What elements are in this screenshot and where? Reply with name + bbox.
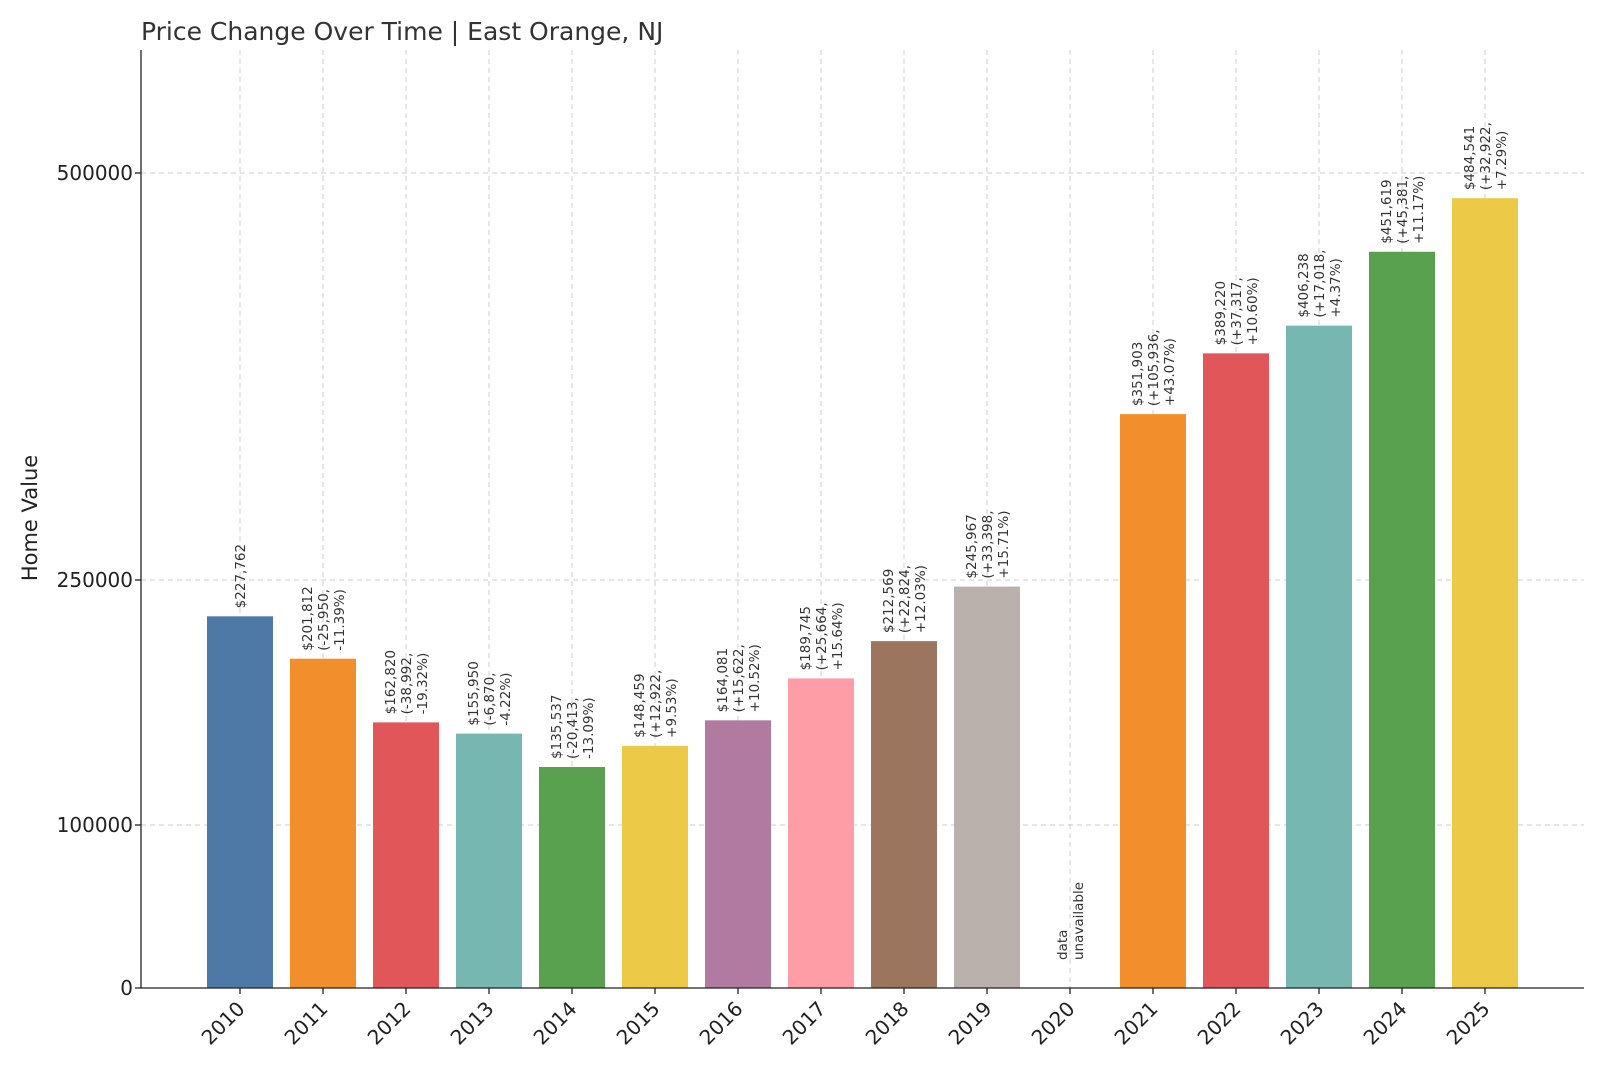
data-label: +10.60%) — [1245, 277, 1261, 345]
data-label: +7.29%) — [1494, 131, 1510, 190]
data-label: (-20,413, — [565, 697, 581, 759]
chart-title: Price Change Over Time | East Orange, NJ — [141, 17, 663, 46]
data-label: $406,238 — [1296, 253, 1312, 317]
data-label: $212,569 — [881, 569, 897, 633]
bar-2017 — [788, 678, 854, 988]
bar-2024 — [1369, 251, 1435, 988]
data-label: $135,537 — [549, 695, 565, 759]
bar-2013 — [456, 733, 522, 988]
data-label: $148,459 — [632, 673, 648, 737]
data-label: (+33,398, — [980, 510, 996, 578]
bar-2012 — [373, 722, 439, 988]
data-label: $162,820 — [383, 650, 399, 714]
bar-2021 — [1120, 414, 1186, 988]
data-label: (+37,317, — [1229, 277, 1245, 345]
data-label: (+32,922, — [1478, 122, 1494, 190]
data-label: +10.52%) — [747, 644, 763, 712]
data-unavailable-label: data — [1055, 930, 1071, 960]
bar-2015 — [622, 745, 688, 988]
bar-2016 — [705, 720, 771, 988]
x-tick-label: 2022 — [1193, 997, 1246, 1050]
x-tick-label: 2011 — [280, 997, 333, 1050]
data-label: +4.37%) — [1328, 258, 1344, 317]
x-tick-label: 2025 — [1442, 997, 1495, 1050]
x-tick-label: 2018 — [861, 997, 914, 1050]
data-unavailable-label: unavailable — [1071, 882, 1087, 960]
data-label: +43.07%) — [1162, 338, 1178, 406]
x-tick-label: 2014 — [529, 997, 582, 1050]
data-label: +15.71%) — [996, 511, 1012, 579]
y-tick-label: 500000 — [57, 161, 133, 185]
data-label: $155,950 — [466, 661, 482, 725]
gridlines — [141, 50, 1584, 988]
data-label: (-6,870, — [482, 673, 498, 726]
data-label: (+12,922, — [648, 670, 664, 738]
data-label: (+45,381, — [1395, 176, 1411, 244]
bar-2014 — [539, 766, 605, 988]
bars — [207, 198, 1518, 989]
x-tick-label: 2013 — [446, 997, 499, 1050]
data-label: (+105,936, — [1146, 329, 1162, 406]
x-tick-label: 2020 — [1027, 997, 1080, 1050]
data-label: (-25,950, — [316, 589, 332, 651]
bar-2010 — [207, 616, 273, 988]
x-tick-label: 2010 — [197, 997, 250, 1050]
x-axis-ticks: 2010 2011 2012 2013 2014 2015 2016 2017 2018 2019… — [197, 988, 1495, 1050]
data-label: (+22,824, — [897, 565, 913, 633]
x-tick-label: 2015 — [612, 997, 665, 1050]
x-tick-label: 2017 — [778, 997, 831, 1050]
data-label: $189,745 — [798, 606, 814, 670]
data-label: $451,619 — [1379, 179, 1395, 243]
x-tick-label: 2012 — [363, 997, 416, 1050]
bar-2019 — [954, 586, 1020, 988]
x-tick-label: 2016 — [695, 997, 748, 1050]
data-label: (+15,622, — [731, 644, 747, 712]
bar-2018 — [871, 641, 937, 988]
x-tick-label: 2021 — [1110, 997, 1163, 1050]
y-tick-label: 0 — [120, 976, 133, 1000]
x-tick-label: 2024 — [1359, 997, 1412, 1050]
data-label: -19.32%) — [415, 653, 431, 715]
data-label: (+25,664, — [814, 602, 830, 670]
data-labels: $227,762 $201,812 (-25,950, -11.39%) $162,82… — [233, 122, 1510, 960]
y-tick-label: 250000 — [57, 568, 133, 592]
data-label: $484,541 — [1462, 126, 1478, 190]
x-tick-label: 2023 — [1276, 997, 1329, 1050]
bar-2023 — [1286, 325, 1352, 988]
data-label: -13.09%) — [581, 697, 597, 759]
y-axis-label: Home Value — [18, 455, 42, 581]
data-label: $351,903 — [1130, 342, 1146, 406]
y-tick-label: 100000 — [57, 813, 133, 837]
data-label: -11.39%) — [332, 589, 348, 651]
data-label: +9.53%) — [664, 678, 680, 737]
data-label: $389,220 — [1213, 281, 1229, 345]
y-axis-ticks: 0 100000 250000 500000 — [57, 161, 141, 1000]
data-label: (-38,992, — [399, 653, 415, 715]
data-label: +15.64%) — [830, 602, 846, 670]
data-label: -4.22%) — [498, 673, 514, 726]
bar-2022 — [1203, 353, 1269, 988]
bar-2011 — [290, 658, 356, 988]
data-label: $164,081 — [715, 648, 731, 712]
data-label: $227,762 — [233, 544, 249, 608]
x-tick-label: 2019 — [944, 997, 997, 1050]
data-label: (+17,018, — [1312, 250, 1328, 318]
data-label: $245,967 — [964, 514, 980, 578]
data-label: +12.03%) — [913, 565, 929, 633]
bar-2025 — [1452, 198, 1518, 989]
data-label: $201,812 — [300, 586, 316, 650]
data-label: +11.17%) — [1411, 176, 1427, 244]
